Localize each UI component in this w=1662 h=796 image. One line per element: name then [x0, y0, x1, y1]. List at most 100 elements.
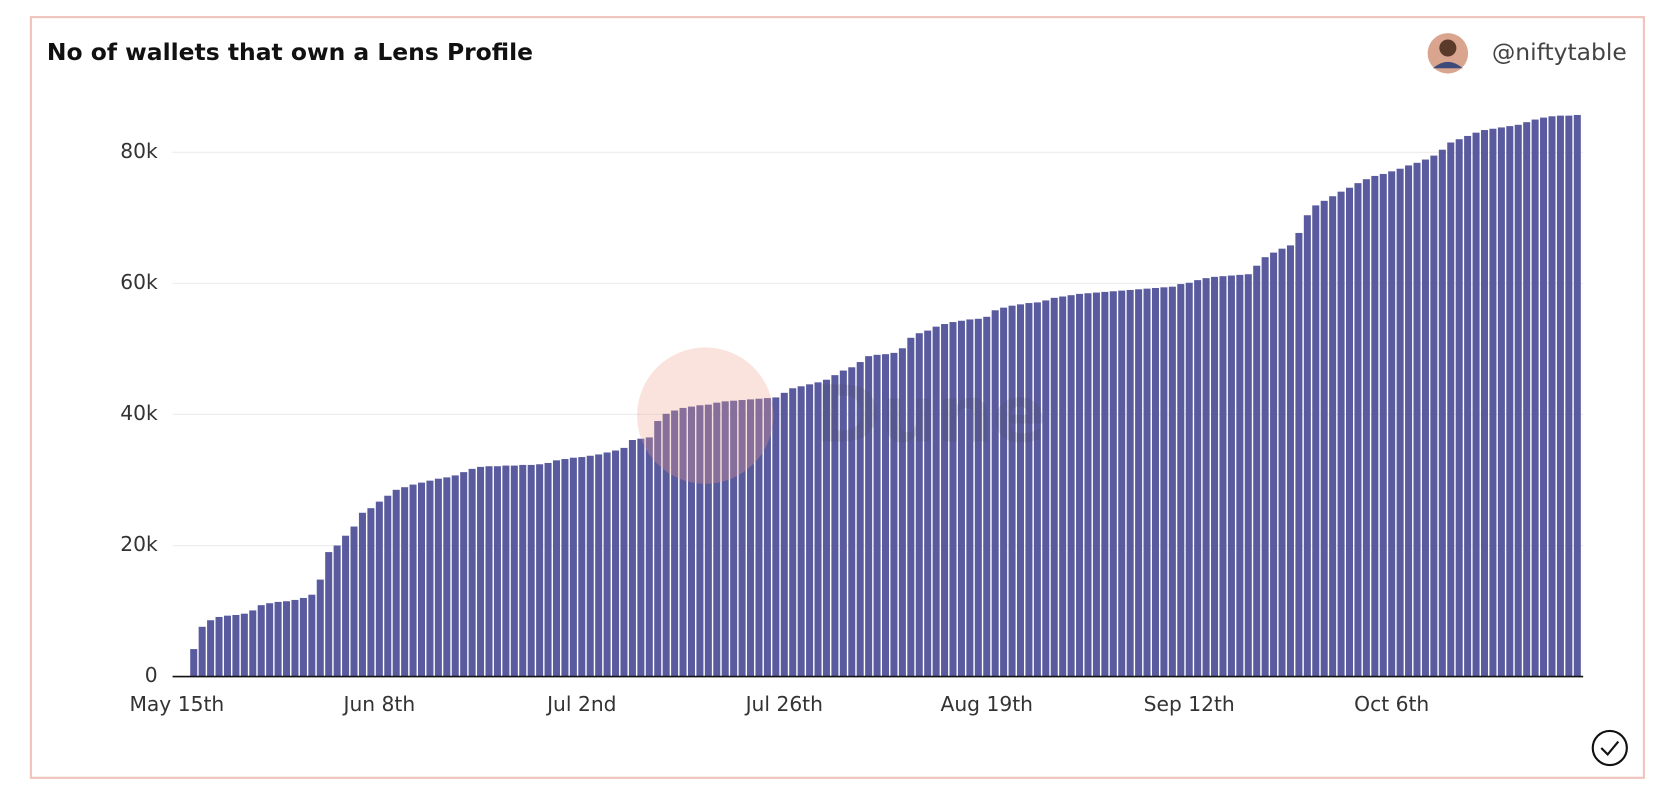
bar: [1278, 248, 1286, 677]
bar: [223, 615, 231, 677]
y-tick-label: 20k: [120, 532, 158, 556]
bar: [240, 613, 248, 677]
bar: [1244, 274, 1252, 677]
bar: [696, 405, 704, 677]
bar: [721, 401, 729, 677]
bar: [1354, 183, 1362, 677]
x-tick-label: Aug 19th: [941, 692, 1033, 716]
bar: [612, 450, 620, 677]
x-tick-label: Jul 2nd: [545, 692, 616, 716]
avatar-head: [1439, 39, 1457, 57]
bar: [536, 464, 544, 677]
avatar-body: [1432, 61, 1463, 69]
bar: [1413, 162, 1421, 677]
bar: [552, 460, 561, 677]
x-tick-label: May 15th: [129, 692, 224, 716]
bar: [434, 478, 442, 677]
bar: [671, 410, 679, 677]
bar: [1126, 289, 1134, 677]
bar: [392, 489, 400, 677]
x-tick-label: Jul 26th: [744, 692, 823, 716]
bar: [1227, 275, 1235, 677]
bar: [780, 392, 788, 677]
bar: [983, 316, 991, 677]
bar: [1025, 303, 1033, 677]
x-tick-label: Sep 12th: [1144, 692, 1235, 716]
bar: [1405, 165, 1413, 677]
bar: [1346, 187, 1354, 677]
bar: [578, 457, 586, 677]
bar: [527, 464, 535, 677]
bar: [637, 438, 645, 677]
bar: [932, 326, 940, 677]
bar: [1092, 292, 1100, 677]
bar: [755, 398, 763, 677]
bar: [1464, 135, 1472, 677]
bar: [822, 379, 830, 677]
bar: [1329, 196, 1337, 677]
watermark: Dune: [815, 368, 1046, 460]
bar: [1101, 291, 1109, 677]
bar: [1008, 305, 1016, 677]
bar: [249, 610, 257, 677]
bar: [907, 337, 915, 677]
x-tick-label: Oct 6th: [1354, 692, 1429, 716]
bar: [1219, 276, 1227, 677]
bar: [1168, 286, 1176, 677]
check-circle: [1591, 729, 1628, 767]
bar: [232, 614, 240, 677]
bar: [679, 407, 687, 677]
bar: [1447, 142, 1455, 677]
bar: [1573, 114, 1581, 677]
bar: [1084, 293, 1092, 677]
bar: [1050, 297, 1058, 677]
x-tick-label: Jun 8th: [341, 692, 415, 716]
bar: [1261, 257, 1269, 677]
bar: [949, 322, 957, 677]
bar: [898, 348, 906, 677]
bar: [1076, 293, 1084, 677]
y-tick-label: 80k: [120, 139, 158, 163]
bar: [1185, 282, 1193, 677]
bar: [1143, 288, 1151, 677]
bar: [569, 457, 577, 677]
bar: [1270, 252, 1278, 677]
author-name: @niftytable: [1492, 38, 1627, 66]
bar: [1236, 274, 1244, 677]
bar: [1430, 155, 1438, 677]
bar: [190, 649, 198, 677]
bar: [806, 384, 814, 677]
bar: [1211, 276, 1219, 677]
bar: [417, 482, 426, 677]
bar: [207, 620, 215, 677]
bar: [1160, 287, 1168, 677]
bar: [291, 599, 299, 677]
bar: [848, 367, 856, 677]
author[interactable]: @niftytable: [1427, 33, 1627, 74]
bar: [1312, 205, 1320, 677]
bar: [1194, 280, 1202, 677]
check-icon[interactable]: [1591, 729, 1628, 767]
bar: [409, 484, 417, 677]
bar: [215, 616, 223, 677]
bar: [342, 535, 350, 677]
bar: [477, 466, 485, 677]
bar: [561, 459, 569, 677]
bar: [814, 382, 822, 677]
bar: [1540, 117, 1548, 677]
bar: [1396, 168, 1404, 677]
bar: [1523, 122, 1531, 677]
bar: [485, 466, 493, 677]
bar: [957, 320, 965, 677]
bar: [991, 310, 999, 677]
bar: [831, 375, 839, 677]
bar: [789, 388, 797, 677]
bar: [1362, 179, 1370, 677]
bar: [1320, 200, 1328, 677]
bar: [333, 545, 341, 677]
bar: [257, 605, 265, 677]
bar: [1118, 290, 1126, 677]
bar: [510, 465, 518, 677]
bar: [451, 475, 459, 677]
